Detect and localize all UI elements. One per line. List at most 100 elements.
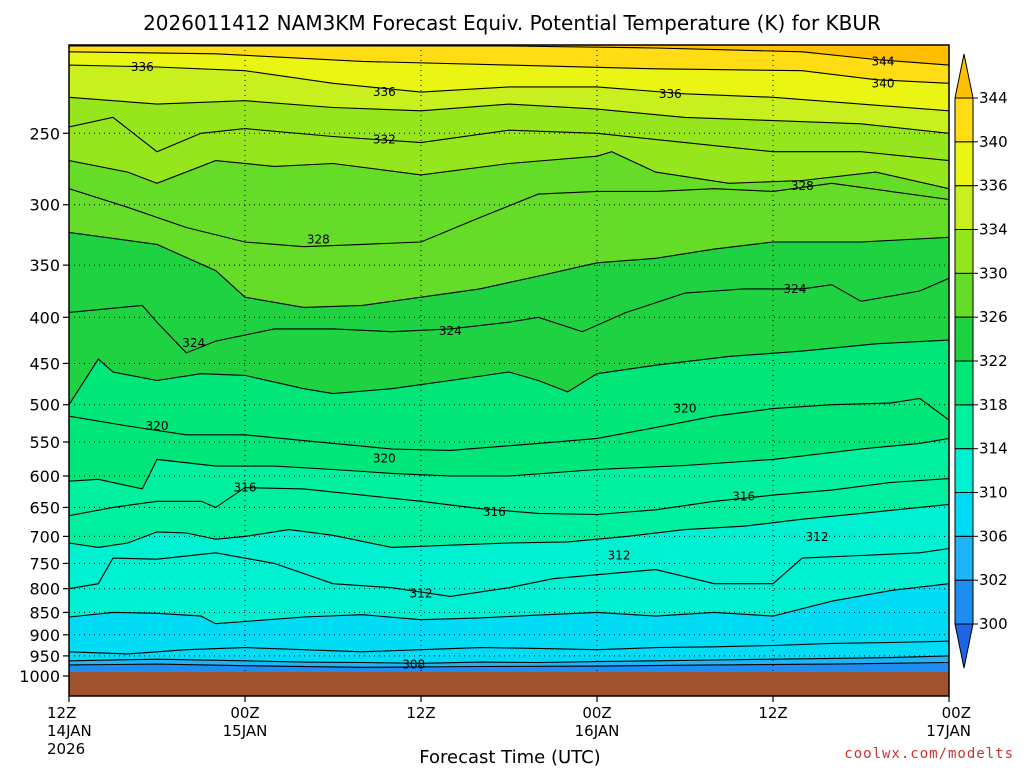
- contour-line-302: [69, 661, 949, 668]
- contour-line-318: [69, 437, 949, 490]
- x-tick-label-5-1: 00Z: [942, 704, 971, 722]
- x-tick-label-0-1: 12Z: [47, 704, 76, 722]
- colorbar-label-334: 334: [979, 221, 1008, 239]
- contour-label-3: 336: [373, 85, 396, 99]
- colorbar: 300 302 306 310 314 318 322 326 330 334 336 340 344: [954, 53, 1008, 669]
- colorbar-label-300: 300: [979, 615, 1008, 633]
- contour-lines: [69, 45, 949, 668]
- contour-line-332: [69, 116, 949, 162]
- contour-label-9: 324: [439, 324, 462, 338]
- contour-line-312: [69, 547, 949, 597]
- x-tick-label-1-2: 15JAN: [223, 722, 268, 740]
- ground-band: [69, 672, 949, 696]
- contour-label-19: 312: [806, 530, 829, 544]
- x-tick-label-5-2: 17JAN: [926, 722, 971, 740]
- x-tick-label-1-1: 00Z: [230, 704, 259, 722]
- y-tick-label-850: 850: [29, 603, 60, 622]
- y-tick-label-250: 250: [29, 124, 60, 143]
- contour-label-6: 328: [307, 233, 330, 247]
- colorbar-swatch-8: [954, 272, 974, 318]
- colorbar-label-340: 340: [979, 133, 1008, 151]
- x-tick-label-0-2: 14JAN: [47, 722, 92, 740]
- y-tick-label-450: 450: [29, 354, 60, 373]
- contour-label-18: 312: [608, 549, 631, 563]
- colorbar-label-322: 322: [979, 352, 1008, 370]
- contour-label-20: 308: [402, 658, 425, 672]
- contour-line-314: [69, 503, 949, 548]
- x-tick-label-3-2: 16JAN: [575, 722, 620, 740]
- contour-line-328: [69, 182, 949, 248]
- colorbar-label-306: 306: [979, 527, 1008, 545]
- contour-label-8: 324: [182, 336, 205, 350]
- y-tick-label-350: 350: [29, 256, 60, 275]
- colorbar-swatch-1: [954, 579, 974, 625]
- contour-line-324: [69, 277, 949, 354]
- colorbar-label-318: 318: [979, 396, 1008, 414]
- y-tick-label-500: 500: [29, 396, 60, 415]
- y-tick-label-900: 900: [29, 626, 60, 645]
- colorbar-arrow-bottom: [954, 623, 974, 669]
- contour-line-320: [69, 397, 949, 451]
- x-axis-label: Forecast Time (UTC): [419, 747, 600, 768]
- contour-label-11: 320: [146, 419, 169, 433]
- colorbar-swatch-12: [954, 97, 974, 143]
- fill-above-340: [69, 45, 949, 84]
- colorbar-swatch-2: [954, 535, 974, 581]
- y-tick-label-650: 650: [29, 498, 60, 517]
- contour-label-5: 332: [373, 133, 396, 147]
- y-tick-label-800: 800: [29, 580, 60, 599]
- y-tick-label-300: 300: [29, 196, 60, 215]
- credit-text: coolwx.com/modelts: [844, 746, 1014, 762]
- y-axis: 250 300 350 400 450 500 550 600 650 700 750 800 850 9…: [19, 124, 69, 686]
- x-tick-label-4-1: 12Z: [758, 704, 787, 722]
- contour-line-344: [69, 45, 949, 66]
- contour-label-15: 316: [483, 505, 506, 519]
- contour-label-2: 336: [131, 60, 154, 74]
- contour-label-7: 328: [791, 179, 814, 193]
- contour-label-0: 344: [872, 54, 895, 68]
- colorbar-label-310: 310: [979, 484, 1008, 502]
- contour-line-334: [69, 96, 949, 134]
- contour-label-1: 340: [872, 76, 895, 90]
- colorbar-arrow-top: [954, 53, 974, 99]
- contour-fills: [69, 45, 949, 696]
- x-tick-label-3-1: 00Z: [582, 704, 611, 722]
- colorbar-label-330: 330: [979, 264, 1008, 282]
- y-tick-label-700: 700: [29, 527, 60, 546]
- colorbar-swatch-11: [954, 141, 974, 187]
- colorbar-swatch-7: [954, 316, 974, 362]
- contour-line-330: [69, 151, 949, 190]
- colorbar-swatch-4: [954, 448, 974, 494]
- colorbar-swatch-9: [954, 229, 974, 274]
- x-tick-label-2-1: 12Z: [406, 704, 435, 722]
- y-tick-label-750: 750: [29, 554, 60, 573]
- colorbar-swatch-5: [954, 404, 974, 450]
- contour-label-10: 324: [784, 282, 807, 296]
- contour-label-4: 336: [659, 87, 682, 101]
- contour-label-17: 312: [410, 587, 433, 601]
- colorbar-label-344: 344: [979, 89, 1008, 107]
- contour-line-310: [69, 583, 949, 625]
- contour-label-14: 316: [234, 481, 257, 495]
- contour-line-326: [69, 231, 949, 308]
- contour-label-13: 320: [674, 402, 697, 416]
- y-tick-label-950: 950: [29, 647, 60, 666]
- contour-line-308: [69, 640, 949, 655]
- y-tick-label-550: 550: [29, 433, 60, 452]
- contour-labels: 344 340 336 336 336 332 328 328 324 324 324 320 320 3…: [131, 54, 895, 671]
- contour-line-340: [69, 51, 949, 84]
- contour-line-306: [69, 655, 949, 664]
- colorbar-label-302: 302: [979, 571, 1008, 589]
- plot-area: 344 340 336 336 336 332 328 328 324 324 324 320 320 3…: [69, 45, 949, 696]
- contour-label-16: 316: [732, 489, 755, 503]
- x-tick-label-0-3: 2026: [47, 740, 85, 758]
- colorbar-label-336: 336: [979, 177, 1008, 195]
- fill-above-344: [69, 45, 949, 66]
- contour-line-336: [69, 64, 949, 112]
- colorbar-swatch-10: [954, 185, 974, 230]
- chart-title: 2026011412 NAM3KM Forecast Equiv. Potent…: [143, 11, 881, 35]
- colorbar-label-326: 326: [979, 308, 1008, 326]
- y-tick-label-600: 600: [29, 467, 60, 486]
